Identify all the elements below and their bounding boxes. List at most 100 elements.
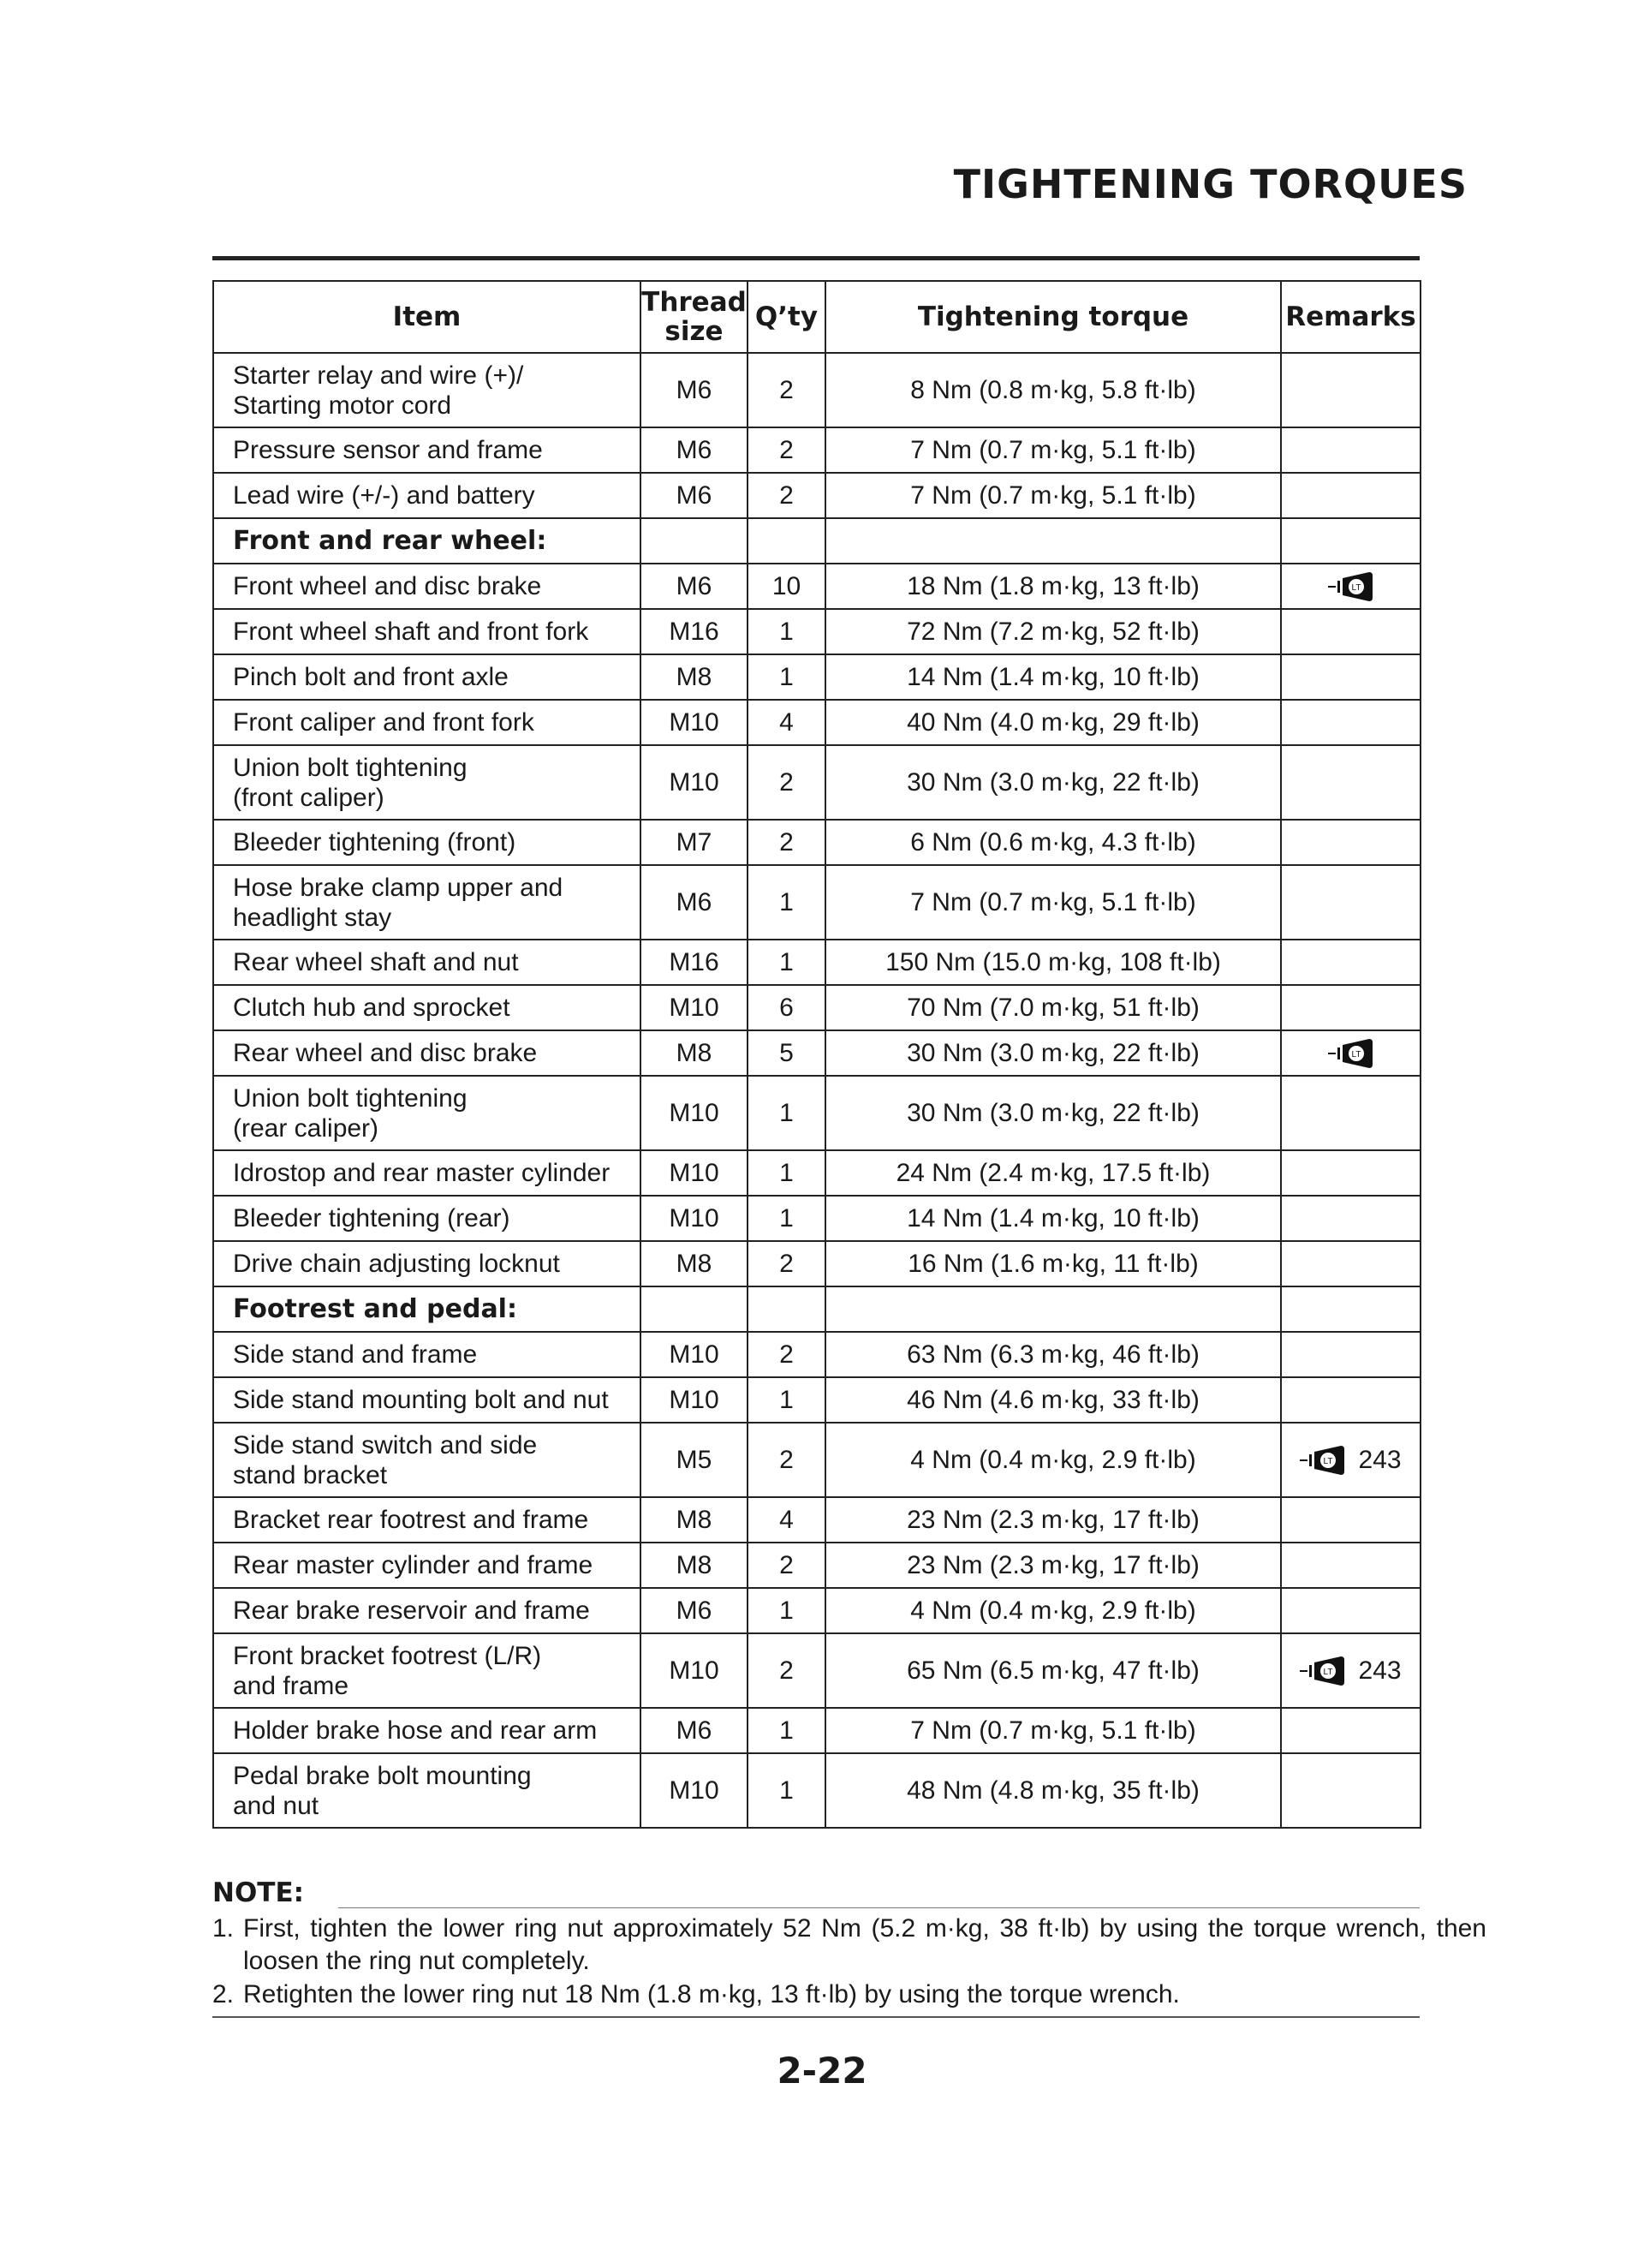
cell-thread-size: M10 (640, 1075, 748, 1151)
svg-text:LT: LT (1324, 1668, 1333, 1677)
cell-thread-size: M6 (640, 427, 748, 474)
cell-item: Starter relay and wire (+)/Starting moto… (212, 352, 641, 428)
cell-item: Pressure sensor and frame (212, 427, 641, 474)
loctite-icon: LT (1300, 1444, 1346, 1477)
header-thread-line2: size (664, 316, 724, 347)
cell-thread-size: M10 (640, 1149, 748, 1197)
cell-qty: 1 (747, 608, 826, 655)
cell-thread-size: M10 (640, 1195, 748, 1242)
cell-qty: 2 (747, 1240, 826, 1287)
item-line: Footrest and pedal: (233, 1294, 517, 1324)
cell-thread-size: M8 (640, 654, 748, 701)
cell-item: Lead wire (+/-) and battery (212, 472, 641, 519)
torque-table: Item Thread size Q’ty Tightening torque R… (212, 280, 1421, 1829)
svg-text:LT: LT (1351, 1050, 1361, 1059)
cell-thread-size: M8 (640, 1496, 748, 1543)
cell-torque: 30 Nm (3.0 m·kg, 22 ft·lb) (825, 744, 1282, 821)
table-row: Front caliper and front fork M10 4 40 Nm (4… (212, 699, 1421, 746)
cell-item: Rear brake reservoir and frame (212, 1587, 641, 1634)
cell-remarks (1280, 1195, 1421, 1242)
cell-torque: 23 Nm (2.3 m·kg, 17 ft·lb) (825, 1496, 1282, 1543)
cell-thread-size: M7 (640, 819, 748, 866)
table-section-row: Footrest and pedal: (212, 1286, 1421, 1333)
cell-remarks (1280, 984, 1421, 1031)
cell-remarks: LT (1280, 563, 1421, 610)
cell-thread-size: M10 (640, 1752, 748, 1829)
page-number: 2-22 (777, 2050, 867, 2092)
table-row: Rear wheel shaft and nut M16 1 150 Nm (15.0… (212, 939, 1421, 986)
svg-text:LT: LT (1324, 1457, 1333, 1466)
cell-thread-size: M8 (640, 1240, 748, 1287)
cell-remarks (1280, 819, 1421, 866)
cell-item: Front bracket footrest (L/R) and frame (212, 1632, 641, 1709)
header-torque: Tightening torque (825, 280, 1282, 354)
cell-torque: 23 Nm (2.3 m·kg, 17 ft·lb) (825, 1542, 1282, 1589)
item-line: Union bolt tightening (233, 1083, 468, 1113)
cell-torque: 7 Nm (0.7 m·kg, 5.1 ft·lb) (825, 864, 1282, 940)
cell-remarks (1280, 1286, 1421, 1333)
cell-item: Side stand and frame (212, 1331, 641, 1378)
cell-torque: 4 Nm (0.4 m·kg, 2.9 ft·lb) (825, 1422, 1282, 1498)
cell-torque: 16 Nm (1.6 m·kg, 11 ft·lb) (825, 1240, 1282, 1287)
item-line: Side stand switch and side (233, 1430, 538, 1459)
cell-qty: 2 (747, 1542, 826, 1589)
cell-item: Front and rear wheel: (212, 517, 641, 564)
page-title: TIGHTENING TORQUES (953, 161, 1468, 207)
cell-qty: 5 (747, 1030, 826, 1077)
cell-torque: 30 Nm (3.0 m·kg, 22 ft·lb) (825, 1075, 1282, 1151)
item-line: Rear master cylinder and frame (233, 1551, 593, 1579)
cell-item: Rear master cylinder and frame (212, 1542, 641, 1589)
cell-remarks (1280, 1707, 1421, 1754)
cell-thread-size: M10 (640, 1376, 748, 1423)
table-row: Bracket rear footrest and frame M8 4 23 Nm … (212, 1496, 1421, 1543)
cell-qty (747, 517, 826, 564)
item-line: Front wheel shaft and front fork (233, 618, 589, 646)
cell-torque (825, 1286, 1282, 1333)
cell-qty: 4 (747, 1496, 826, 1543)
cell-torque (825, 517, 1282, 564)
item-line: Bracket rear footrest and frame (233, 1506, 589, 1534)
item-line: headlight stay (233, 903, 392, 932)
header-thread-size: Thread size (640, 280, 748, 354)
cell-remarks (1280, 517, 1421, 564)
cell-item: Rear wheel shaft and nut (212, 939, 641, 986)
note-number: 1. (212, 1914, 235, 1943)
cell-torque: 72 Nm (7.2 m·kg, 52 ft·lb) (825, 608, 1282, 655)
cell-item: Pinch bolt and front axle (212, 654, 641, 701)
cell-torque: 8 Nm (0.8 m·kg, 5.8 ft·lb) (825, 352, 1282, 428)
table-row: Rear master cylinder and frame M8 2 23 Nm (… (212, 1542, 1421, 1589)
cell-thread-size: M16 (640, 608, 748, 655)
cell-qty: 1 (747, 1149, 826, 1197)
cell-torque: 18 Nm (1.8 m·kg, 13 ft·lb) (825, 563, 1282, 610)
note-number: 2. (212, 1980, 235, 2008)
cell-item: Side stand mounting bolt and nut (212, 1376, 641, 1423)
remark-page: 243 (1358, 1656, 1402, 1685)
cell-torque: 14 Nm (1.4 m·kg, 10 ft·lb) (825, 654, 1282, 701)
table-row: Bleeder tightening (rear) M10 1 14 Nm (1.4 … (212, 1195, 1421, 1242)
table-row: Front bracket footrest (L/R) and frame M10… (212, 1632, 1421, 1709)
remark: LT 243 (1282, 1444, 1420, 1477)
cell-torque: 65 Nm (6.5 m·kg, 47 ft·lb) (825, 1632, 1282, 1709)
cell-qty: 6 (747, 984, 826, 1031)
item-line: Rear wheel and disc brake (233, 1039, 538, 1067)
cell-qty: 2 (747, 472, 826, 519)
item-line: Front caliper and front fork (233, 708, 534, 737)
cell-item: Union bolt tightening (rear caliper) (212, 1075, 641, 1151)
cell-item: Bleeder tightening (front) (212, 819, 641, 866)
cell-torque: 7 Nm (0.7 m·kg, 5.1 ft·lb) (825, 1707, 1282, 1754)
cell-remarks (1280, 608, 1421, 655)
cell-qty: 1 (747, 939, 826, 986)
table-header-row: Item Thread size Q’ty Tightening torque R… (212, 280, 1421, 354)
cell-torque: 7 Nm (0.7 m·kg, 5.1 ft·lb) (825, 427, 1282, 474)
loctite-icon: LT (1327, 1037, 1374, 1070)
table-row: Pinch bolt and front axle M8 1 14 Nm (1.4 m… (212, 654, 1421, 701)
table-row: Pressure sensor and frame M6 2 7 Nm (0.7 m·… (212, 427, 1421, 474)
item-line: Idrostop and rear master cylinder (233, 1159, 611, 1187)
cell-item: Drive chain adjusting locknut (212, 1240, 641, 1287)
remark: LT 243 (1282, 1655, 1420, 1687)
cell-qty: 1 (747, 1376, 826, 1423)
item-line: and frame (233, 1671, 349, 1700)
item-line: Union bolt tightening (233, 753, 468, 782)
cell-thread-size: M8 (640, 1030, 748, 1077)
cell-thread-size: M10 (640, 1331, 748, 1378)
